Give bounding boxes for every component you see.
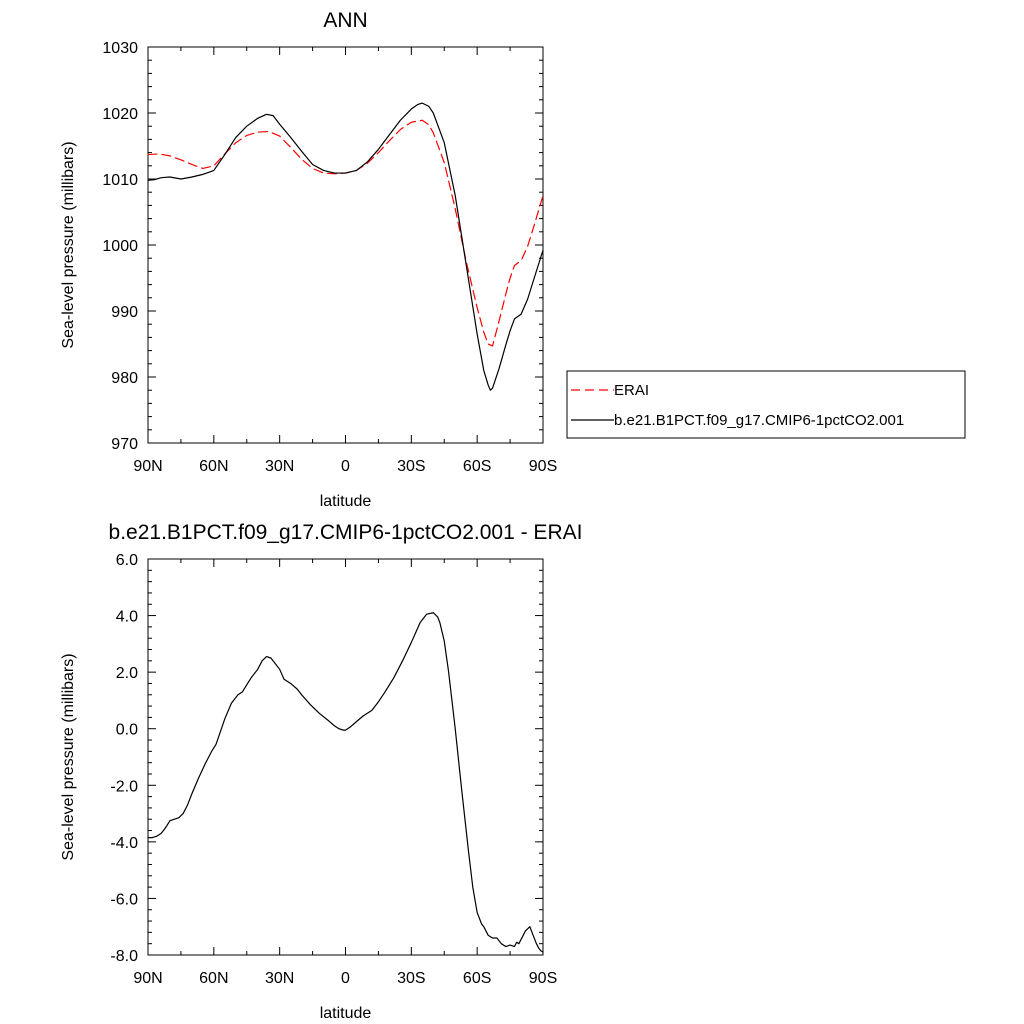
y-tick-label: 970: [111, 436, 138, 453]
y-tick-label: 0.0: [116, 722, 138, 739]
panel-difference-slp: b.e21.B1PCT.f09_g17.CMIP6-1pctCO2.001 - …: [60, 521, 582, 1022]
x-tick-label: 90S: [529, 458, 557, 475]
y-tick-label: 1030: [102, 40, 138, 57]
x-axis-label: latitude: [320, 1005, 372, 1022]
y-axis-label: Sea-level pressure (millibars): [60, 141, 77, 348]
series-line-1: [147, 102, 544, 391]
x-tick-label: 60S: [463, 458, 491, 475]
x-tick-label: 60N: [199, 458, 228, 475]
plot-frame: [147, 558, 544, 956]
y-tick-label: 1020: [102, 106, 138, 123]
y-tick-label: -6.0: [110, 891, 138, 908]
legend: ERAI b.e21.B1PCT.f09_g17.CMIP6-1pctCO2.00…: [566, 370, 966, 439]
x-tick-label: 60S: [463, 970, 491, 987]
x-tick-label: 90S: [529, 970, 557, 987]
x-tick-label: 30S: [397, 970, 425, 987]
y-tick-label: 6.0: [116, 552, 138, 569]
y-tick-label: -4.0: [110, 835, 138, 852]
y-tick-label: 1000: [102, 238, 138, 255]
x-axis-label: latitude: [320, 493, 372, 510]
y-tick-label: 4.0: [116, 609, 138, 626]
y-tick-label: -8.0: [110, 948, 138, 965]
legend-label-1: b.e21.B1PCT.f09_g17.CMIP6-1pctCO2.001: [614, 412, 904, 429]
series-line-0: [147, 119, 544, 347]
chart-title: b.e21.B1PCT.f09_g17.CMIP6-1pctCO2.001 - …: [109, 521, 583, 544]
y-tick-label: -2.0: [110, 778, 138, 795]
x-tick-label: 30N: [265, 458, 294, 475]
chart-title: ANN: [323, 9, 367, 32]
legend-box: [566, 370, 966, 439]
x-tick-label: 30S: [397, 458, 425, 475]
y-axis-label: Sea-level pressure (millibars): [60, 653, 77, 860]
plot-frame: [147, 46, 544, 444]
y-tick-label: 1010: [102, 172, 138, 189]
x-tick-label: 90N: [133, 458, 162, 475]
legend-label-0: ERAI: [614, 382, 649, 399]
series-line-0: [147, 612, 544, 953]
y-tick-label: 2.0: [116, 665, 138, 682]
y-tick-label: 980: [111, 370, 138, 387]
x-tick-label: 90N: [133, 970, 162, 987]
x-tick-label: 0: [341, 458, 350, 475]
panel-annual-slp: ANN 90N 60N 30N 0 30S 60S 90S 970 980 990 1000 1010 1…: [60, 9, 557, 510]
y-tick-label: 990: [111, 304, 138, 321]
x-tick-label: 0: [341, 970, 350, 987]
x-tick-label: 30N: [265, 970, 294, 987]
x-tick-label: 60N: [199, 970, 228, 987]
